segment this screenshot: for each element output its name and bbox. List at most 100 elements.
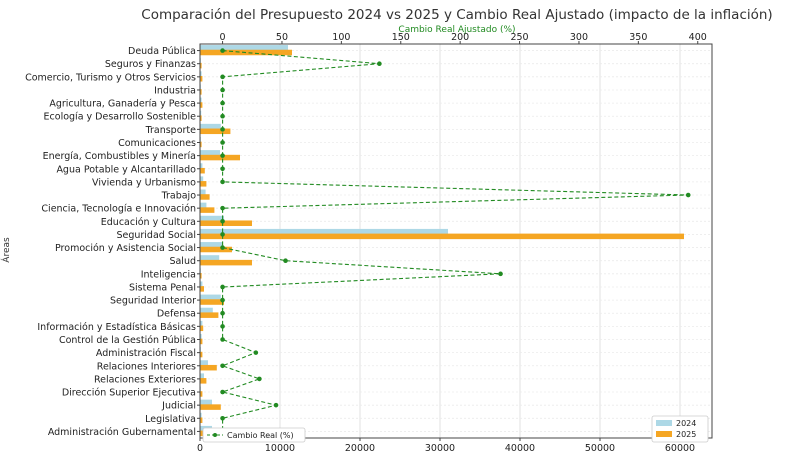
bar-2024 (200, 320, 203, 327)
category-label: Inteligencia (141, 269, 196, 280)
data-point-cambio-real (220, 153, 225, 158)
bar-2025 (200, 378, 207, 384)
bar-2025 (200, 417, 203, 423)
data-point-cambio-real (220, 324, 225, 329)
category-label: Industria (154, 85, 196, 96)
x-tick-label: 20000 (345, 443, 375, 454)
legend-swatch-2025 (656, 431, 672, 437)
data-point-cambio-real (220, 127, 225, 132)
bar-2025 (200, 299, 224, 305)
data-point-cambio-real (220, 297, 225, 303)
data-point-cambio-real (253, 350, 259, 355)
category-label: Control de la Gestión Pública (59, 335, 196, 346)
category-label: Dirección Superior Ejecutiva (62, 388, 196, 399)
bar-2025 (200, 351, 203, 358)
series-line-cambio-real (220, 50, 689, 432)
category-label: Energía, Combustibles y Minería (43, 151, 196, 162)
bar-2025 (200, 404, 221, 410)
bar-2025 (200, 312, 219, 318)
category-label: Deuda Pública (128, 46, 196, 57)
bar-2024 (200, 294, 221, 301)
bar-2024 (200, 110, 202, 117)
x-tick-label: 10000 (265, 443, 295, 454)
secondary-tick-label: 100 (332, 32, 350, 43)
bar-2025 (200, 141, 202, 148)
category-label: Salud (169, 256, 196, 267)
secondary-tick-label: 300 (570, 32, 588, 43)
data-point-cambio-real (220, 205, 225, 211)
data-point-cambio-real (220, 48, 225, 53)
bar-2024 (200, 71, 202, 77)
data-point-cambio-real (220, 284, 225, 290)
bar-2024 (200, 281, 203, 287)
bar-2024 (200, 150, 220, 156)
data-point-cambio-real (220, 232, 225, 237)
bar-2025 (200, 167, 205, 174)
data-point-cambio-real (498, 271, 503, 277)
bar-2024 (200, 333, 202, 340)
bar-2024 (200, 255, 220, 261)
y-axis-label: Áreas (0, 237, 12, 263)
category-label: Transporte (145, 125, 197, 136)
bar-2024 (200, 215, 224, 222)
category-label: Legislativa (145, 414, 196, 425)
bar-2024 (200, 97, 202, 104)
bar-2024 (200, 123, 221, 130)
secondary-tick-label: 350 (629, 32, 647, 43)
bar-2024 (200, 373, 204, 379)
bar-2025 (200, 364, 217, 371)
data-point-cambio-real (377, 61, 382, 66)
bar-2025 (200, 76, 203, 82)
data-point-cambio-real (220, 113, 225, 119)
data-point-cambio-real (220, 179, 225, 185)
bar-2025 (200, 391, 203, 397)
category-label: Información y Estadística Básicas (37, 322, 196, 333)
category-label: Ecología y Desarrollo Sostenible (44, 112, 197, 123)
legend-label-2024: 2024 (676, 419, 696, 428)
category-label: Administración Fiscal (96, 348, 196, 359)
bar-2025 (200, 286, 204, 292)
category-label: Trabajo (161, 191, 197, 202)
bar-2025 (200, 128, 231, 135)
legend-marker-cambio-real (213, 433, 217, 437)
category-label: Comunicaciones (118, 138, 196, 149)
category-label: Seguridad Social (116, 230, 196, 241)
data-point-cambio-real (220, 245, 225, 250)
category-label: Promoción y Asistencia Social (55, 243, 196, 254)
bar-2025 (200, 259, 252, 266)
data-point-cambio-real (220, 363, 225, 369)
secondary-tick-label: 250 (510, 32, 528, 43)
x-tick-label: 60000 (665, 443, 695, 454)
category-label: Relaciones Interiores (97, 361, 196, 372)
data-point-cambio-real (685, 192, 691, 198)
bar-2025 (200, 62, 202, 69)
plot-frame (199, 43, 713, 439)
bar-2025 (200, 246, 232, 253)
bar-2025 (200, 115, 202, 121)
data-point-cambio-real (220, 337, 225, 342)
legend-swatch-2024 (656, 420, 672, 426)
data-point-cambio-real (220, 100, 225, 106)
x-tick-label: 50000 (585, 443, 615, 454)
category-label: Agricultura, Ganadería y Pesca (49, 99, 196, 110)
secondary-tick-label: 200 (451, 32, 469, 43)
data-point-cambio-real (220, 74, 225, 80)
data-point-cambio-real (220, 389, 225, 395)
category-label: Administración Gubernamental (48, 427, 196, 438)
secondary-axis-label: Cambio Real Ajustado (%) (398, 25, 515, 35)
bar-2025 (200, 89, 202, 95)
bar-2024 (200, 202, 207, 209)
category-label: Defensa (157, 309, 196, 320)
category-label: Ciencia, Tecnología e Innovación (41, 204, 196, 215)
bar-2025 (200, 325, 204, 332)
category-label: Relaciones Exteriores (94, 374, 196, 385)
data-point-cambio-real (220, 219, 225, 224)
category-label: Seguros y Finanzas (105, 59, 196, 70)
data-point-cambio-real (220, 140, 225, 145)
secondary-tick-label: 50 (276, 32, 288, 43)
bar-2025 (200, 220, 252, 226)
data-point-cambio-real (283, 258, 288, 264)
bar-2025 (200, 233, 684, 240)
